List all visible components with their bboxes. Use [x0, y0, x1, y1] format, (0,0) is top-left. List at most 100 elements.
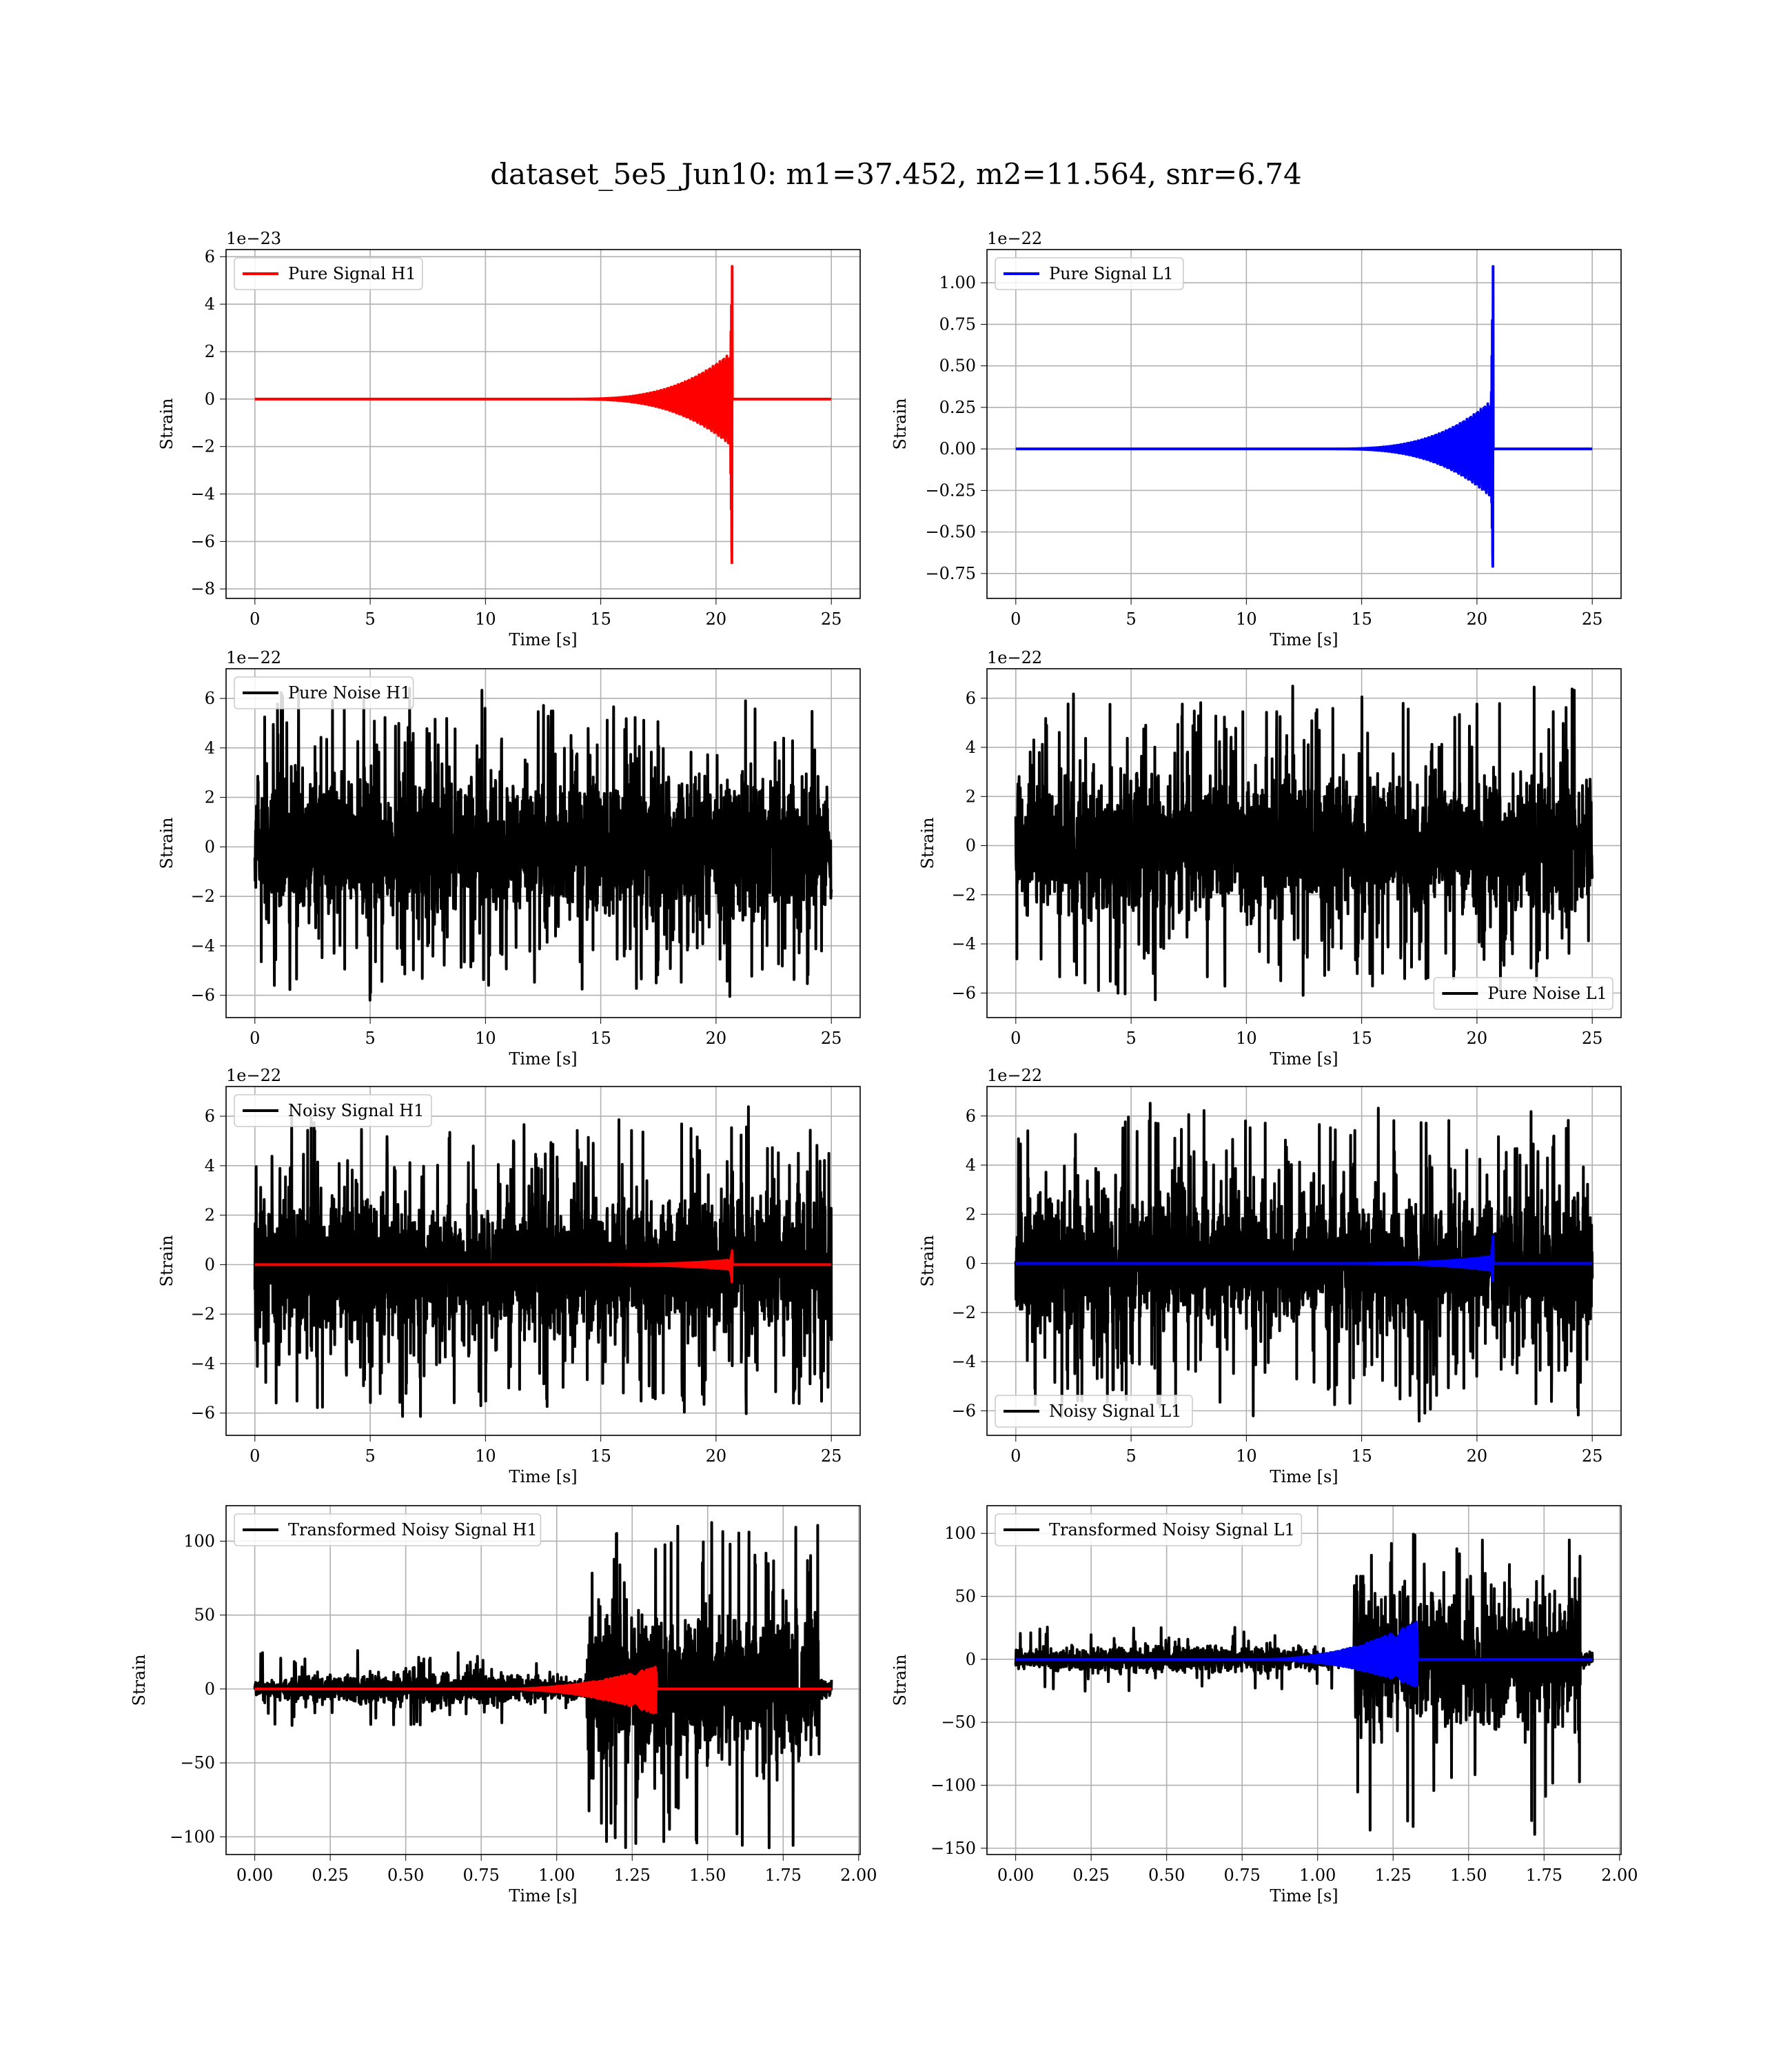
- y-tick-label: −8: [191, 579, 215, 598]
- x-tick-label: 5: [1126, 1029, 1136, 1048]
- y-tick-label: −50: [180, 1753, 215, 1772]
- y-tick-label: −4: [191, 936, 215, 956]
- series-line-transformed-noisy-signal-h1: [253, 1521, 833, 1850]
- series-line-noisy-signal-h1: [253, 1105, 833, 1418]
- legend-box: [995, 1395, 1193, 1428]
- x-tick-label: 15: [590, 1029, 611, 1048]
- y-tick-label: −2: [952, 1303, 976, 1322]
- legend-label: Pure Noise H1: [288, 683, 411, 703]
- series-line-pure-signal-h1: [254, 265, 833, 565]
- y-tick-label: 0: [966, 836, 976, 856]
- y-tick-label: 0: [966, 1650, 976, 1669]
- y-tick-label: −4: [952, 1352, 976, 1371]
- chart-transformed-noisy-signal-h1: 0.00 0.25 0.50 0.75 1.00 1.25 1.50 1.75 2.00 −100…: [130, 1505, 877, 1906]
- legend-box: [234, 676, 414, 709]
- x-axis-label: Time [s]: [1270, 1049, 1338, 1069]
- x-tick-label: 25: [1582, 1446, 1603, 1466]
- y-tick-label: −2: [952, 885, 976, 905]
- legend-label: Noisy Signal H1: [288, 1101, 424, 1120]
- y-tick-label: 4: [205, 738, 215, 758]
- legend-label: Pure Signal H1: [288, 264, 416, 283]
- y-tick-label: 0: [205, 390, 215, 409]
- y-tick-label: −2: [191, 887, 215, 906]
- x-tick-label: 5: [365, 1446, 375, 1466]
- x-tick-label: 0: [250, 1446, 260, 1466]
- y-axis-label: Strain: [918, 818, 937, 869]
- y-tick-label: 0.25: [939, 398, 976, 417]
- x-tick-label: 20: [1467, 1446, 1488, 1466]
- y-tick-label: 6: [205, 1107, 215, 1126]
- y-tick-label: 2: [205, 342, 215, 361]
- offset-text: 1e−22: [226, 648, 281, 667]
- axes-frame: [225, 249, 861, 599]
- y-tick-label: −100: [930, 1776, 976, 1795]
- x-tick-label: 1.25: [1375, 1866, 1412, 1885]
- y-axis-label: Strain: [918, 1235, 937, 1287]
- legend: Pure Signal L1: [995, 257, 1184, 290]
- x-tick-label: 0.25: [1072, 1866, 1109, 1885]
- x-tick-label: 1.00: [1299, 1866, 1336, 1885]
- series-line-overlay-1: [254, 1666, 833, 1715]
- plot-area: [987, 250, 1621, 598]
- y-tick-label: 100: [944, 1524, 976, 1543]
- y-tick-label: 4: [966, 1155, 976, 1175]
- series-line-pure-signal-l1: [1015, 265, 1594, 568]
- y-tick-label: −4: [191, 485, 215, 504]
- figure-title: dataset_5e5_Jun10: m1=37.452, m2=11.564,…: [490, 157, 1302, 191]
- y-axis-label: Strain: [890, 398, 910, 450]
- legend: Pure Noise L1: [1433, 977, 1613, 1010]
- axes-frame: [986, 668, 1622, 1018]
- series-line-overlay-1: [1015, 1235, 1594, 1282]
- y-tick-label: 6: [205, 689, 215, 708]
- y-tick-label: 0: [205, 837, 215, 856]
- x-tick-label: 5: [365, 1029, 375, 1048]
- y-tick-label: 0: [966, 1254, 976, 1273]
- x-tick-label: 0: [1010, 1029, 1021, 1048]
- y-tick-label: 4: [966, 738, 976, 757]
- y-tick-label: −0.25: [925, 481, 976, 500]
- axes-frame: [986, 1505, 1622, 1855]
- legend-box: [234, 1513, 542, 1546]
- series-line-noisy-signal-l1: [1014, 1102, 1594, 1423]
- series-line-overlay-1: [1015, 1620, 1594, 1688]
- y-tick-label: −100: [170, 1827, 215, 1846]
- y-tick-label: 0: [205, 1255, 215, 1274]
- y-axis-label: Strain: [130, 1655, 149, 1706]
- series-line-pure-noise-l1: [1014, 685, 1594, 1002]
- chart-noisy-signal-l1: 0 5 10 15 20 25 −6 −4 −2 0 2 4 6 Time [s] Strain 1e−22 N…: [918, 1066, 1622, 1486]
- offset-text: 1e−22: [987, 1066, 1042, 1085]
- y-tick-label: −0.50: [925, 523, 976, 542]
- chart-pure-noise-l1: 0 5 10 15 20 25 −6 −4 −2 0 2 4 6 Time [s] Strain 1e−22 P…: [918, 648, 1622, 1069]
- y-tick-label: −0.75: [925, 564, 976, 583]
- chart-pure-noise-h1: 0 5 10 15 20 25 −6 −4 −2 0 2 4 6 Time [s] Strain 1e−22 P…: [157, 648, 861, 1069]
- x-tick-label: 20: [706, 1446, 727, 1466]
- y-tick-label: −6: [952, 1401, 976, 1420]
- y-tick-label: 0.75: [939, 314, 976, 334]
- x-tick-label: 0.75: [1223, 1866, 1260, 1885]
- offset-text: 1e−22: [987, 648, 1042, 667]
- legend-label: Noisy Signal L1: [1049, 1402, 1181, 1421]
- offset-text: 1e−22: [226, 1066, 281, 1085]
- y-tick-label: 50: [955, 1587, 976, 1606]
- legend: Transformed Noisy Signal H1: [234, 1513, 542, 1546]
- legend-label: Transformed Noisy Signal H1: [288, 1520, 538, 1539]
- x-tick-label: 15: [1351, 1029, 1372, 1048]
- x-tick-label: 15: [590, 1446, 611, 1466]
- x-tick-label: 10: [475, 609, 496, 629]
- x-tick-label: 0: [250, 1029, 260, 1048]
- x-tick-label: 0: [1010, 1446, 1021, 1466]
- x-tick-label: 10: [475, 1029, 496, 1048]
- legend: Pure Signal H1: [234, 257, 423, 290]
- x-tick-label: 0: [1010, 609, 1021, 629]
- chart-transformed-noisy-signal-l1: 0.00 0.25 0.50 0.75 1.00 1.25 1.50 1.75 2.00 −150…: [890, 1505, 1638, 1906]
- y-tick-label: 0.50: [939, 356, 976, 376]
- legend: Noisy Signal H1: [234, 1094, 432, 1127]
- y-tick-label: −150: [930, 1839, 976, 1858]
- chart-pure-signal-l1: 0 5 10 15 20 25 −0.75 −0.50 −0.25 0.00 0.25 0.50 0.7…: [890, 229, 1622, 649]
- y-tick-label: 0.00: [939, 439, 976, 458]
- x-tick-label: 25: [821, 1446, 842, 1466]
- x-tick-label: 10: [1236, 609, 1257, 629]
- y-tick-label: 2: [205, 1206, 215, 1225]
